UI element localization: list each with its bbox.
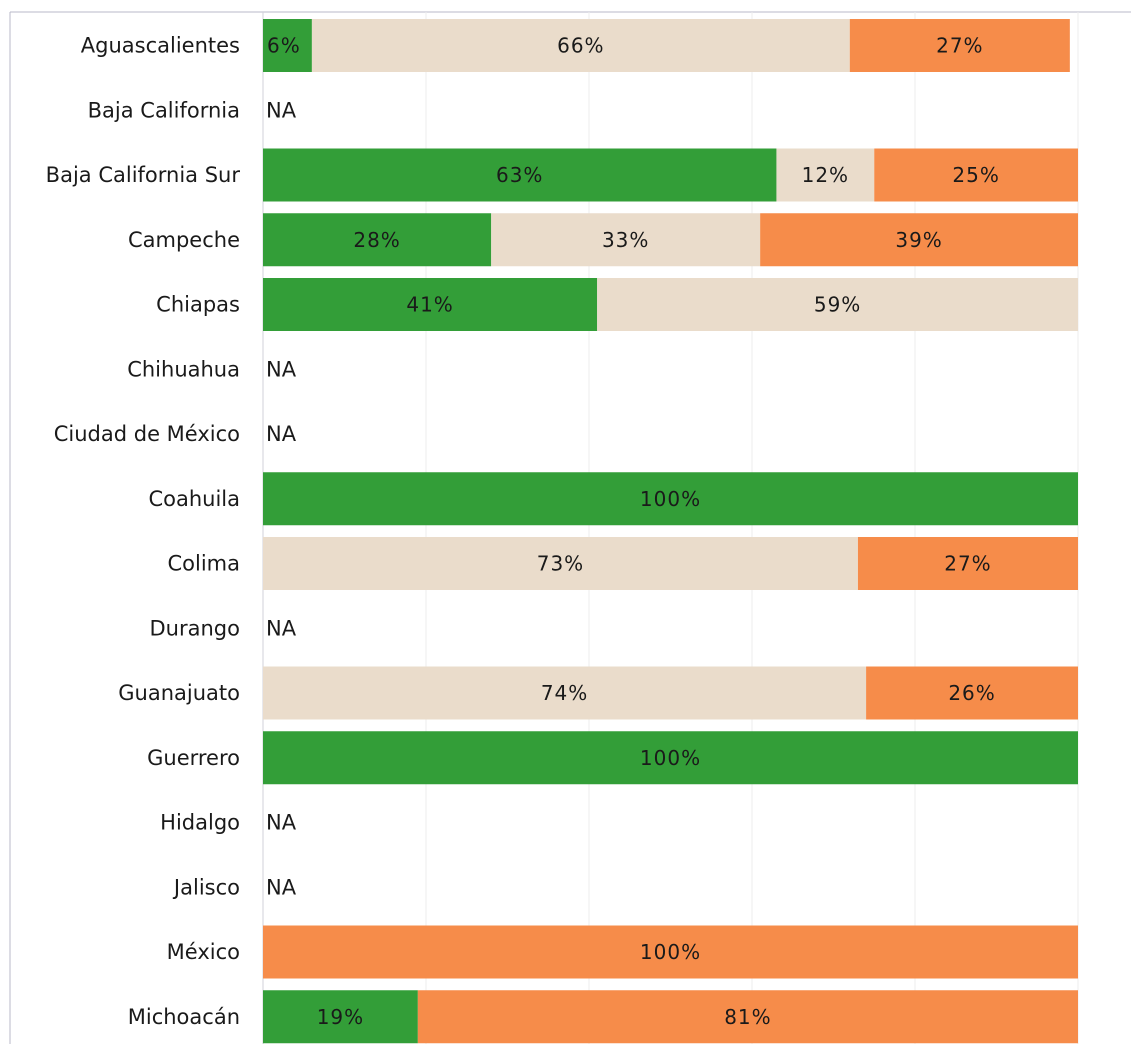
bar-value-label: 25% bbox=[952, 163, 999, 187]
category-label: Campeche bbox=[128, 228, 240, 252]
na-label: NA bbox=[266, 422, 297, 446]
bar-value-label: 100% bbox=[640, 487, 701, 511]
bar-segment bbox=[866, 666, 1078, 720]
category-label: México bbox=[167, 940, 240, 964]
category-label: Coahuila bbox=[148, 487, 240, 511]
bar-value-label: 41% bbox=[406, 293, 453, 317]
bar-value-label: 66% bbox=[557, 34, 604, 58]
bar-value-label: 59% bbox=[814, 293, 861, 317]
category-label: Chiapas bbox=[156, 293, 240, 317]
bar-value-label: 27% bbox=[936, 34, 983, 58]
bar-value-label: 19% bbox=[317, 1005, 364, 1029]
category-label: Hidalgo bbox=[160, 811, 240, 835]
bar-value-label: 27% bbox=[944, 552, 991, 576]
na-label: NA bbox=[266, 811, 297, 835]
bar-segment bbox=[263, 472, 1078, 526]
category-label: Chihuahua bbox=[127, 357, 240, 381]
bar-segment bbox=[263, 731, 1078, 785]
bar-value-label: 74% bbox=[541, 681, 588, 705]
bar-value-label: 63% bbox=[496, 163, 543, 187]
category-label: Jalisco bbox=[172, 875, 240, 899]
bar-value-label: 6% bbox=[267, 34, 301, 58]
bar-segment bbox=[263, 990, 418, 1044]
bar-value-label: 28% bbox=[353, 228, 400, 252]
bar-segment bbox=[760, 213, 1078, 267]
bar-value-label: 73% bbox=[537, 552, 584, 576]
bar-segment bbox=[263, 666, 867, 720]
bar-segment bbox=[874, 148, 1078, 202]
bar-segment bbox=[849, 19, 1070, 72]
category-label: Guanajuato bbox=[118, 681, 240, 705]
bar-segment bbox=[597, 278, 1078, 331]
bar-value-label: 26% bbox=[948, 681, 995, 705]
bar-segment bbox=[263, 537, 858, 590]
bar-segment bbox=[263, 148, 777, 202]
bar-value-label: 12% bbox=[802, 163, 849, 187]
bar-segment bbox=[263, 19, 312, 72]
na-label: NA bbox=[266, 357, 297, 381]
bar-value-label: 100% bbox=[640, 746, 701, 770]
bar-value-label: 33% bbox=[602, 228, 649, 252]
bar-segment bbox=[491, 213, 761, 267]
bar-segment bbox=[417, 990, 1079, 1044]
bar-segment bbox=[263, 278, 598, 331]
bar-segment bbox=[857, 537, 1078, 590]
bar-segment bbox=[263, 925, 1078, 979]
category-label: Michoacán bbox=[128, 1005, 240, 1029]
na-label: NA bbox=[266, 616, 297, 640]
category-label: Aguascalientes bbox=[81, 34, 240, 58]
bar-value-label: 39% bbox=[895, 228, 942, 252]
category-label: Baja California bbox=[88, 98, 240, 122]
category-label: Colima bbox=[167, 552, 240, 576]
category-label: Durango bbox=[150, 616, 240, 640]
bar-segment bbox=[263, 213, 492, 267]
category-label: Guerrero bbox=[147, 746, 240, 770]
bar-segment bbox=[776, 148, 875, 202]
category-label: Ciudad de México bbox=[54, 422, 240, 446]
bar-value-label: 100% bbox=[640, 940, 701, 964]
bar-segment bbox=[311, 19, 850, 72]
na-label: NA bbox=[266, 875, 297, 899]
category-label: Baja California Sur bbox=[46, 163, 241, 187]
bar-value-label: 81% bbox=[724, 1005, 771, 1029]
na-label: NA bbox=[266, 98, 297, 122]
